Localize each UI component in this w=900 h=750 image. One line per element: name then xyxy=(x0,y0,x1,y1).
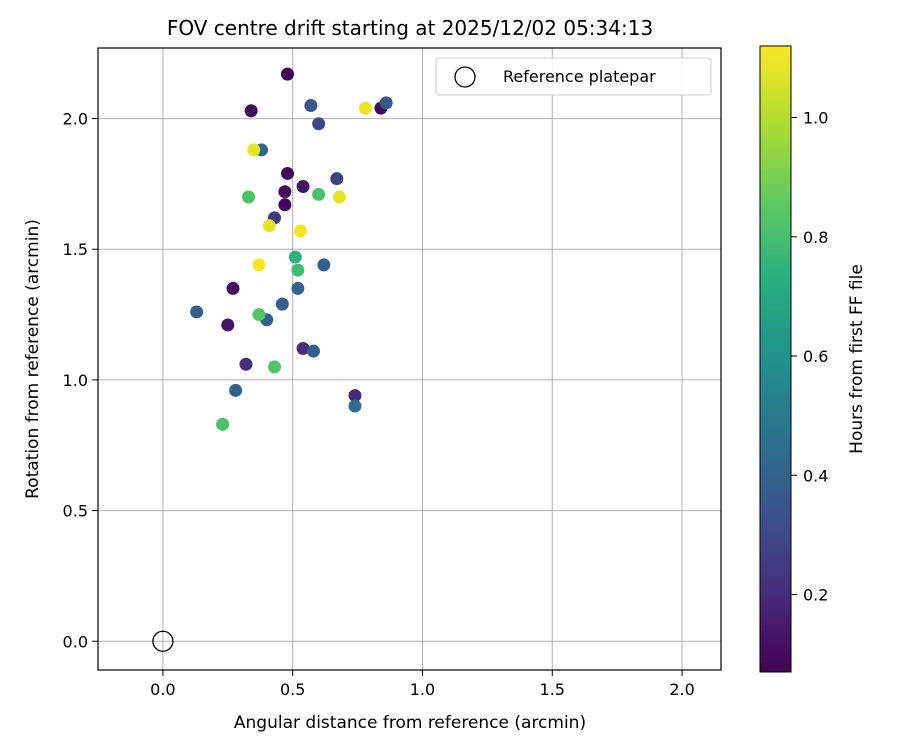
colorbar-tick-label: 0.8 xyxy=(803,228,828,247)
data-point xyxy=(304,98,318,112)
data-point xyxy=(291,263,305,277)
data-point xyxy=(330,172,344,186)
legend-box xyxy=(435,57,712,96)
data-point xyxy=(278,185,292,199)
colorbar: 0.2 0.4 0.6 0.8 1.0 Hours from first FF file xyxy=(759,45,867,673)
data-point xyxy=(275,297,289,311)
data-point xyxy=(262,219,276,233)
grid xyxy=(98,48,721,670)
x-tick-label: 1.0 xyxy=(410,680,435,699)
data-points xyxy=(190,67,393,431)
chart-title: FOV centre drift starting at 2025/12/02 … xyxy=(167,16,653,40)
data-point xyxy=(247,143,261,157)
data-point xyxy=(312,187,326,201)
data-point xyxy=(268,360,282,374)
x-axis-label: Angular distance from reference (arcmin) xyxy=(234,713,586,733)
colorbar-label: Hours from first FF file xyxy=(847,264,867,454)
data-point xyxy=(288,250,302,264)
y-tick-label: 1.5 xyxy=(63,240,88,259)
data-point xyxy=(358,101,372,115)
x-tick-label: 2.0 xyxy=(669,680,694,699)
colorbar-tick-label: 0.4 xyxy=(803,466,828,485)
data-point xyxy=(348,399,362,413)
reference-marker-layer xyxy=(152,630,174,652)
y-tick-label: 0.0 xyxy=(63,632,88,651)
reference-marker xyxy=(152,630,174,652)
data-point xyxy=(312,117,326,131)
data-point xyxy=(317,258,331,272)
data-point xyxy=(229,383,243,397)
y-axis-ticks: 0.0 0.5 1.0 1.5 2.0 xyxy=(63,110,98,651)
data-point xyxy=(252,308,266,322)
colorbar-tick-label: 1.0 xyxy=(803,109,828,128)
legend: Reference platepar xyxy=(435,57,712,96)
data-point xyxy=(332,190,346,204)
x-tick-label: 0.5 xyxy=(280,680,305,699)
colorbar-ticks: 0.2 0.4 0.6 0.8 1.0 xyxy=(791,109,828,604)
data-point xyxy=(190,305,204,319)
x-tick-label: 1.5 xyxy=(540,680,565,699)
colorbar-tick-label: 0.2 xyxy=(803,585,828,604)
data-point xyxy=(293,224,307,238)
legend-marker-circle xyxy=(454,66,476,88)
legend-label: Reference platepar xyxy=(503,67,656,86)
data-point xyxy=(278,198,292,212)
data-point xyxy=(280,166,294,180)
data-point xyxy=(226,281,240,295)
data-point xyxy=(306,344,320,358)
y-axis-label: Rotation from reference (arcmin) xyxy=(23,219,43,499)
data-point xyxy=(221,318,235,332)
colorbar-tick-label: 0.6 xyxy=(803,347,828,366)
data-point xyxy=(242,190,256,204)
y-tick-label: 0.5 xyxy=(63,502,88,521)
data-point xyxy=(379,96,393,110)
data-point xyxy=(296,342,310,356)
data-point xyxy=(296,180,310,194)
y-tick-label: 2.0 xyxy=(63,110,88,129)
data-point xyxy=(252,258,266,272)
x-tick-label: 0.0 xyxy=(150,680,175,699)
data-point xyxy=(291,281,305,295)
data-point xyxy=(244,104,258,118)
data-point xyxy=(216,417,230,431)
y-tick-label: 1.0 xyxy=(63,371,88,390)
data-point xyxy=(348,389,362,403)
x-axis-ticks: 0.0 0.5 1.0 1.5 2.0 xyxy=(150,670,695,699)
plot-frame xyxy=(97,47,722,671)
colorbar-gradient xyxy=(759,45,792,673)
data-point xyxy=(239,357,253,371)
data-point xyxy=(280,67,294,81)
